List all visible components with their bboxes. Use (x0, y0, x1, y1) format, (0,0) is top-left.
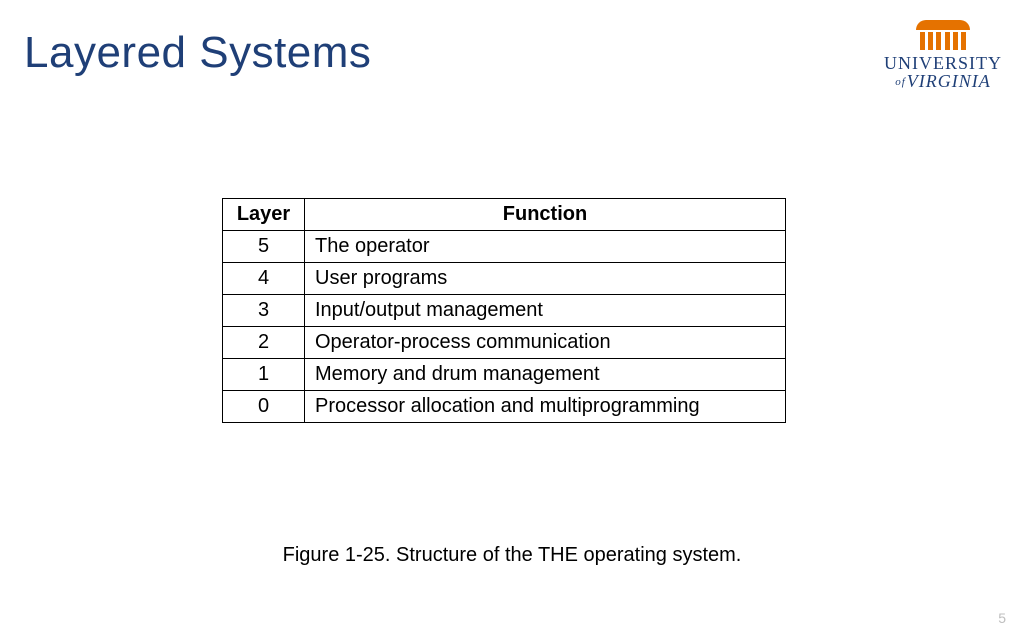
cell-function: Operator-process communication (305, 327, 786, 359)
col-header-layer: Layer (223, 199, 305, 231)
table-row: 2Operator-process communication (223, 327, 786, 359)
table-row: 4User programs (223, 263, 786, 295)
layers-table: Layer Function 5The operator4User progra… (222, 198, 786, 423)
logo-text-of: of (895, 76, 906, 88)
cell-layer: 0 (223, 391, 305, 423)
slide: Layered Systems UNIVERSITY ofVIRGINIA La… (0, 0, 1024, 640)
slide-title: Layered Systems (24, 28, 371, 78)
logo-text-line1: UNIVERSITY (884, 54, 1002, 72)
cell-function: User programs (305, 263, 786, 295)
cell-function: Memory and drum management (305, 359, 786, 391)
rotunda-roof-icon (916, 20, 970, 30)
page-number: 5 (998, 610, 1006, 626)
table-header-row: Layer Function (223, 199, 786, 231)
table-row: 1Memory and drum management (223, 359, 786, 391)
cell-layer: 2 (223, 327, 305, 359)
layers-table-container: Layer Function 5The operator4User progra… (222, 198, 786, 423)
cell-function: Processor allocation and multiprogrammin… (305, 391, 786, 423)
cell-function: The operator (305, 231, 786, 263)
logo-text-line2: ofVIRGINIA (884, 72, 1002, 90)
cell-layer: 1 (223, 359, 305, 391)
rotunda-columns-icon (916, 32, 970, 50)
logo-text-virginia: VIRGINIA (907, 71, 991, 91)
cell-layer: 3 (223, 295, 305, 327)
col-header-function: Function (305, 199, 786, 231)
cell-layer: 4 (223, 263, 305, 295)
cell-function: Input/output management (305, 295, 786, 327)
university-logo: UNIVERSITY ofVIRGINIA (884, 20, 1002, 90)
table-row: 3Input/output management (223, 295, 786, 327)
table-row: 0Processor allocation and multiprogrammi… (223, 391, 786, 423)
cell-layer: 5 (223, 231, 305, 263)
figure-caption: Figure 1-25. Structure of the THE operat… (0, 544, 1024, 567)
table-row: 5The operator (223, 231, 786, 263)
